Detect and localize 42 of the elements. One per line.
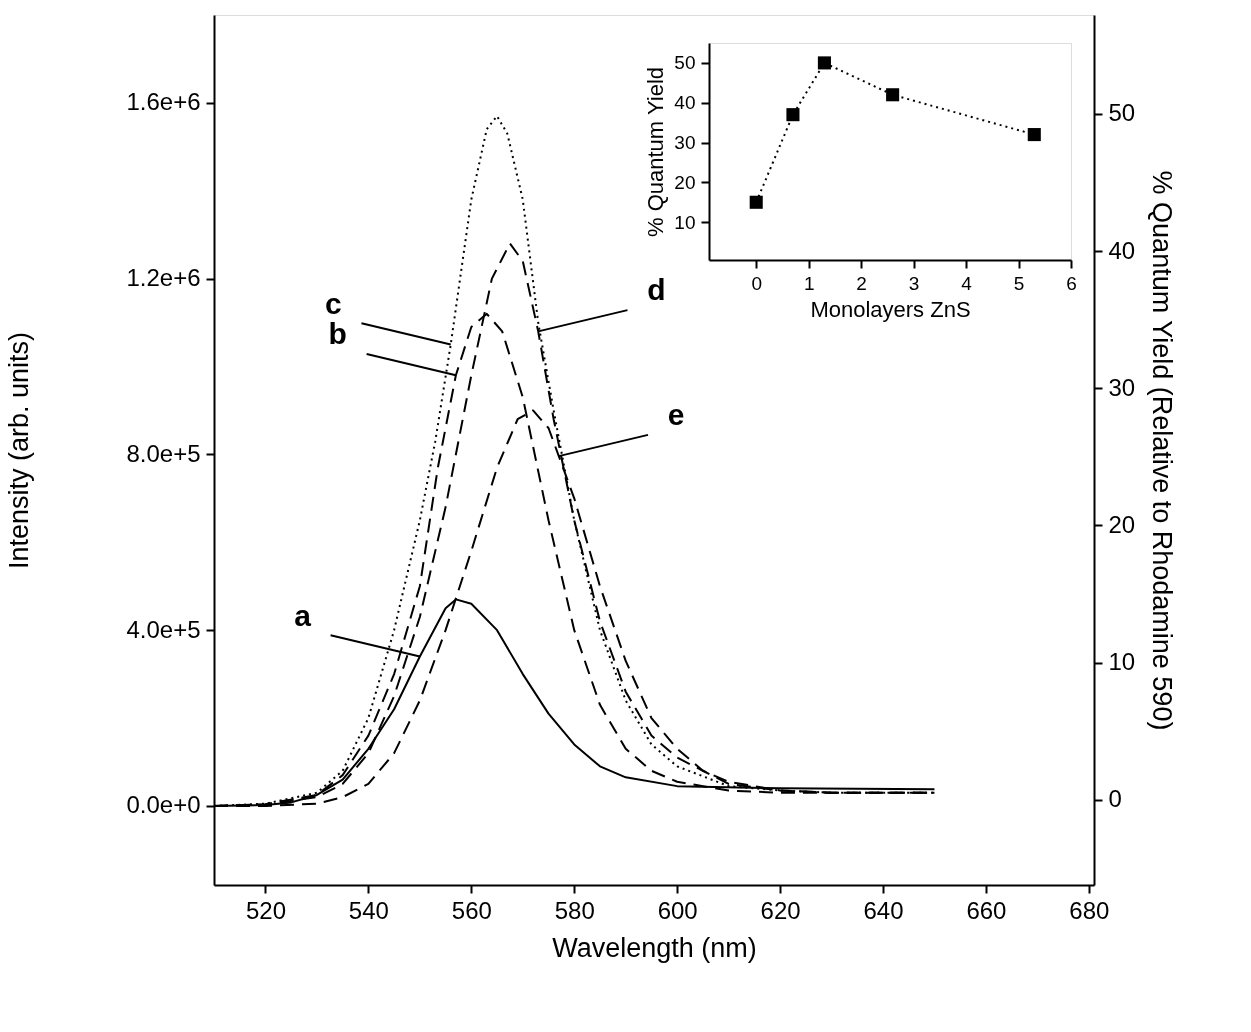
x-tick-label: 5 [1013, 272, 1025, 294]
x-axis-title: Monolayers ZnS [810, 296, 971, 322]
y-axis-title: Intensity (arb. units) [3, 331, 34, 570]
x-tick-label: 2 [856, 272, 867, 294]
y-tick-label: 1.2e+6 [126, 264, 201, 292]
y-tick-label: 20 [674, 171, 696, 193]
y-tick-label: 0.0e+0 [126, 791, 201, 819]
x-tick-label: 540 [348, 896, 389, 924]
y2-tick-label: 50 [1108, 99, 1136, 127]
x-tick-label: 580 [554, 896, 595, 924]
y-axis-title: % Quantum Yield [642, 67, 668, 237]
annotation: c [325, 286, 342, 320]
x-tick-label: 680 [1069, 896, 1110, 924]
y2-axis-title: % Quantum Yield (Relative to Rhodamine 590) [1147, 170, 1178, 731]
annotation: a [294, 598, 312, 632]
x-tick-label: 620 [760, 896, 801, 924]
x-tick-label: 660 [966, 896, 1007, 924]
annotation: d [647, 273, 666, 307]
y-tick-label: 8.0e+5 [126, 439, 201, 467]
x-tick-label: 520 [245, 896, 286, 924]
y2-tick-label: 10 [1108, 648, 1136, 676]
y-tick-label: 4.0e+5 [126, 615, 201, 643]
x-tick-label: 6 [1066, 272, 1077, 294]
y2-tick-label: 0 [1108, 785, 1122, 813]
x-axis-title: Wavelength (nm) [552, 932, 757, 963]
y2-tick-label: 20 [1108, 510, 1136, 538]
x-tick-label: 4 [961, 272, 973, 294]
annotation: e [667, 398, 685, 432]
x-tick-label: 0 [751, 272, 763, 294]
y-tick-label: 40 [674, 92, 696, 114]
y-tick-label: 1.6e+6 [126, 88, 201, 116]
y2-tick-label: 40 [1108, 236, 1136, 264]
x-tick-label: 640 [863, 896, 904, 924]
y-tick-label: 30 [674, 132, 696, 154]
x-tick-label: 600 [657, 896, 698, 924]
y-tick-label: 50 [674, 52, 696, 74]
x-tick-label: 3 [908, 272, 920, 294]
x-tick-label: 1 [803, 272, 815, 294]
y-tick-label: 10 [674, 211, 696, 233]
annotation: b [328, 317, 347, 351]
x-tick-label: 560 [451, 896, 492, 924]
y2-tick-label: 30 [1108, 373, 1136, 401]
